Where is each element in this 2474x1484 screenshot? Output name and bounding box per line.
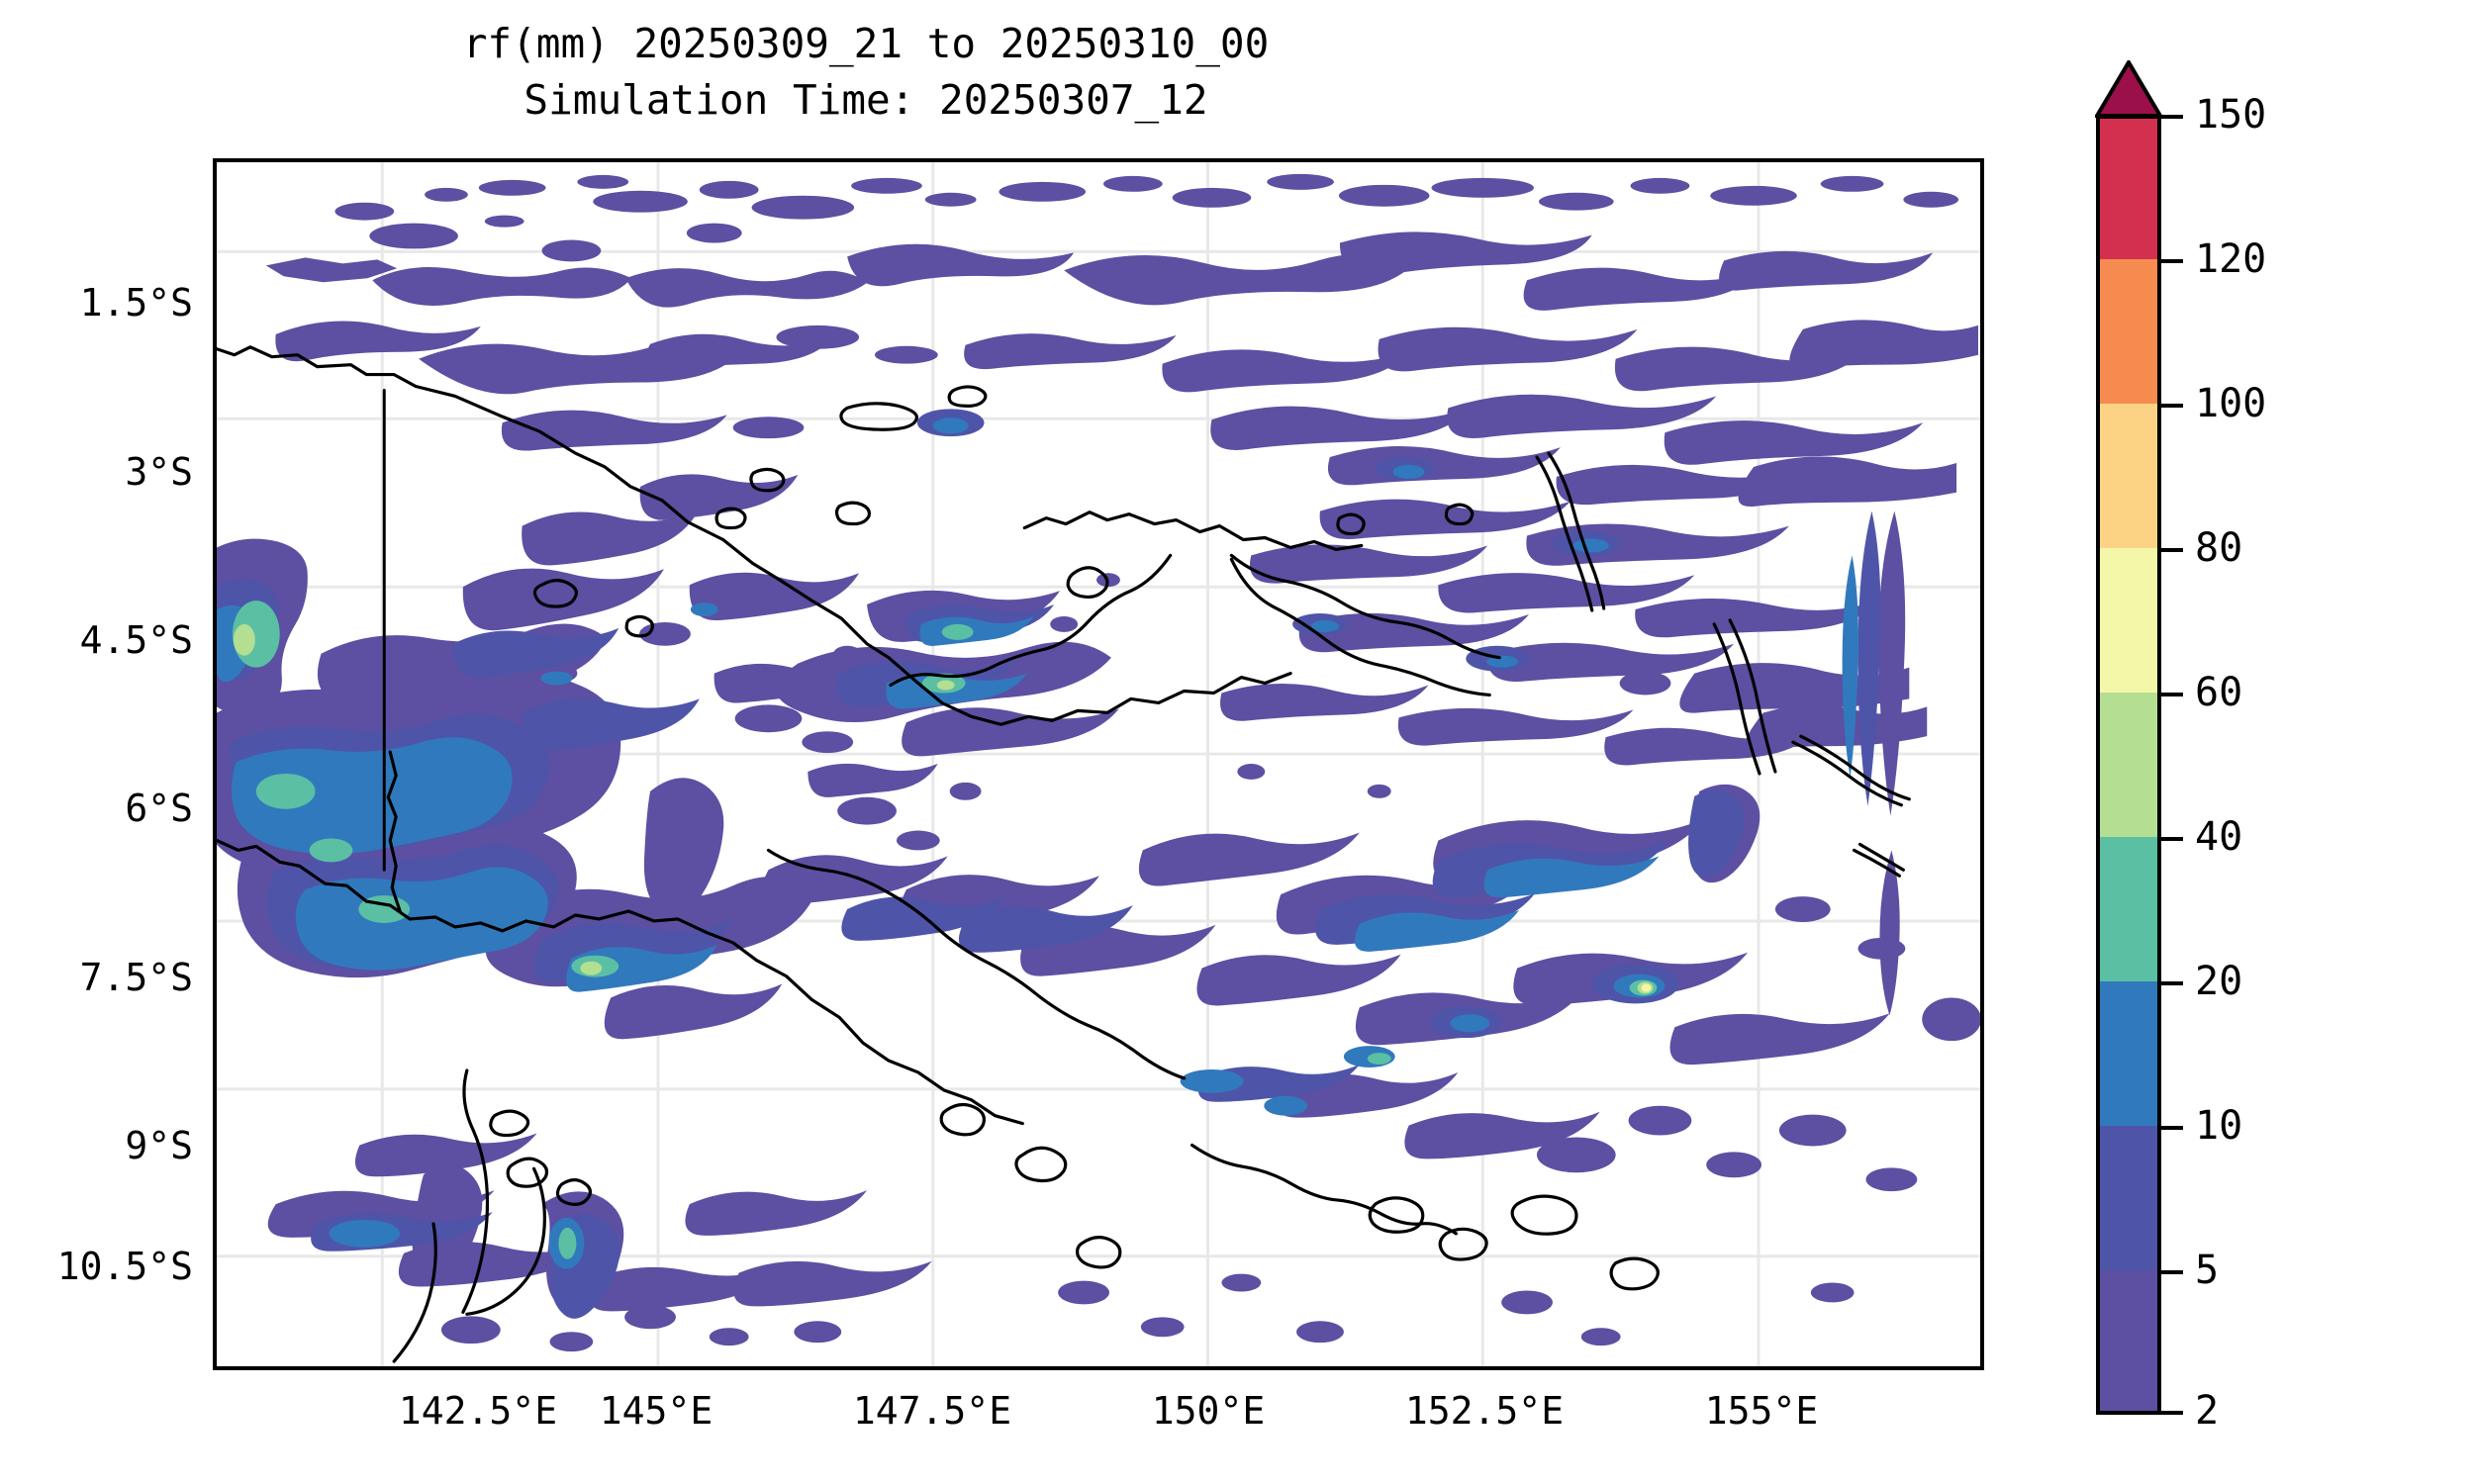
colorbar-band-100-120 — [2096, 259, 2161, 404]
ytick-label: 6°S — [125, 787, 193, 830]
colorbar-tick — [2161, 1270, 2183, 1274]
colorbar-extend-arrow — [2095, 60, 2162, 118]
colorbar-label: 60 — [2195, 670, 2243, 715]
colorbar-label: 120 — [2195, 236, 2267, 282]
precipitation-map[interactable] — [217, 162, 1980, 1366]
ytick-label: 1.5°S — [79, 281, 193, 325]
colorbar-tick — [2161, 548, 2183, 552]
colorbar-band-2-5 — [2096, 1270, 2161, 1415]
colorbar-band-20-40 — [2096, 837, 2161, 981]
map-plot-area[interactable] — [213, 158, 1984, 1370]
colorbar-tick — [2161, 259, 2183, 263]
xtick-label: 145°E — [599, 1389, 714, 1433]
contour-band-60-80 — [1641, 983, 1652, 992]
xtick-label: 142.5°E — [398, 1389, 558, 1433]
precipitation-contours — [217, 173, 1980, 1352]
colorbar-tick — [2161, 837, 2183, 841]
xtick-label: 155°E — [1704, 1389, 1819, 1433]
xtick-label: 147.5°E — [852, 1389, 1012, 1433]
colorbar-tick — [2161, 115, 2183, 119]
colorbar-label: 5 — [2195, 1248, 2220, 1293]
ytick-label: 9°S — [125, 1124, 193, 1167]
contour-band-10-20 — [217, 417, 1858, 1269]
colorbar-label: 10 — [2195, 1103, 2243, 1149]
xtick-label: 152.5°E — [1404, 1389, 1565, 1433]
ytick-label: 4.5°S — [79, 618, 193, 662]
coastlines — [217, 345, 1911, 1363]
ytick-label: 10.5°S — [56, 1245, 193, 1288]
colorbar-tick — [2161, 1126, 2183, 1130]
colorbar-band-5-10 — [2096, 1126, 2161, 1270]
colorbar-label: 20 — [2195, 959, 2243, 1004]
colorbar-label: 80 — [2195, 525, 2243, 571]
colorbar-label: 40 — [2195, 814, 2243, 860]
colorbar-tick — [2161, 981, 2183, 985]
xtick-label: 150°E — [1151, 1389, 1266, 1433]
ytick-label: 3°S — [125, 450, 193, 494]
figure-subtitle: Simulation Time: 20250307_12 — [523, 76, 1208, 124]
colorbar-label: 150 — [2195, 92, 2267, 138]
colorbar[interactable]: 150 120 100 80 60 40 20 10 5 2 — [2095, 60, 2266, 1434]
colorbar-label: 100 — [2195, 381, 2267, 426]
colorbar-band-40-60 — [2096, 693, 2161, 837]
colorbar-band-120-150 — [2096, 115, 2161, 259]
colorbar-band-10-20 — [2096, 981, 2161, 1126]
ytick-label: 7.5°S — [79, 956, 193, 999]
colorbar-label: 2 — [2195, 1388, 2220, 1434]
colorbar-tick — [2161, 404, 2183, 408]
colorbar-tick — [2161, 1411, 2183, 1415]
colorbar-tick — [2161, 693, 2183, 696]
colorbar-band-80-100 — [2096, 404, 2161, 548]
colorbar-band-60-80 — [2096, 548, 2161, 693]
page-title: rf(mm) 20250309_21 to 20250310_00 — [462, 20, 1270, 67]
figure-title-block: rf(mm) 20250309_21 to 20250310_00 Simula… — [0, 16, 1732, 129]
